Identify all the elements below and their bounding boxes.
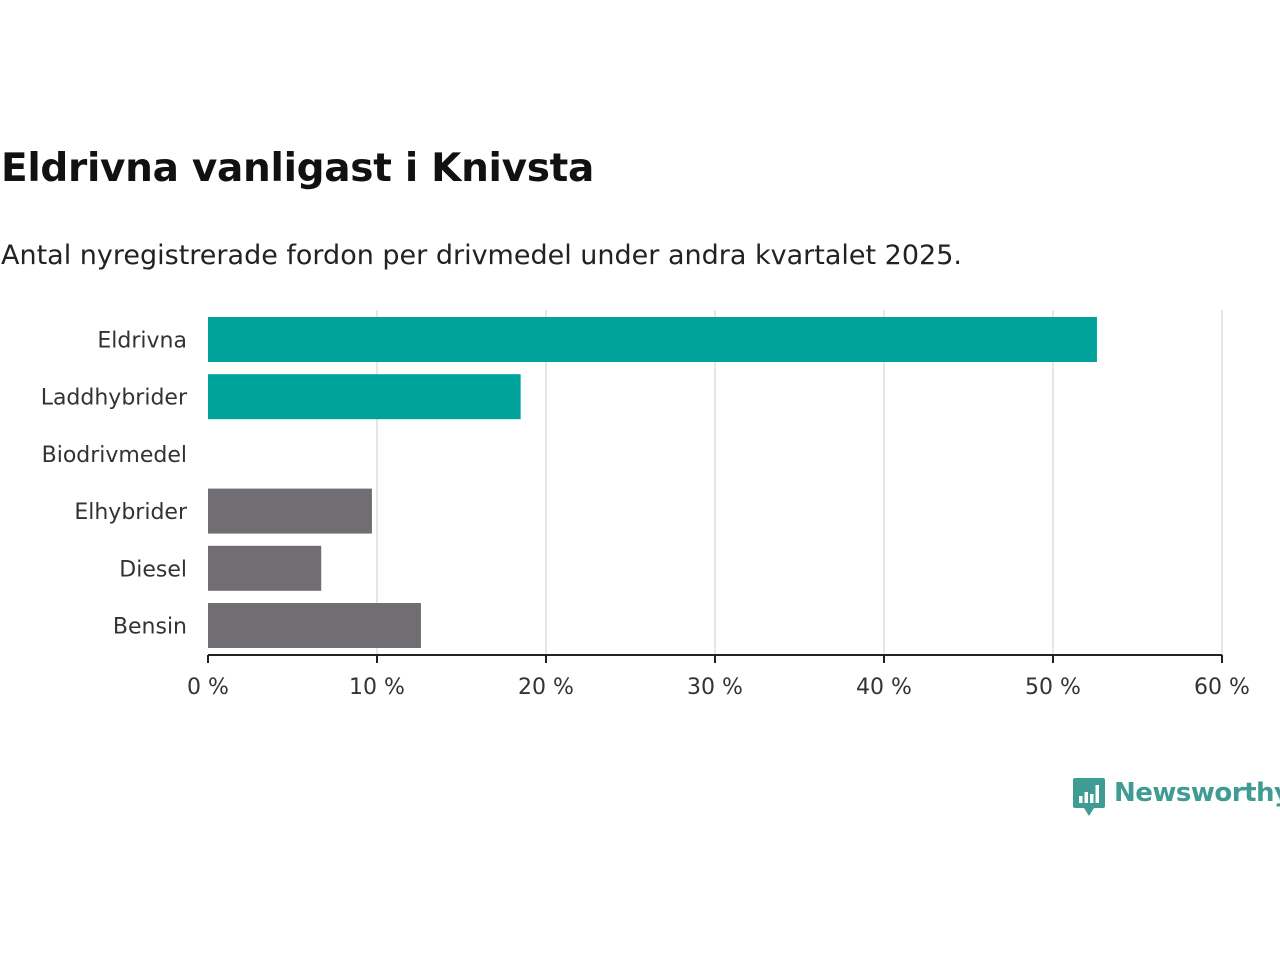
bar (208, 603, 421, 648)
bar (208, 545, 322, 591)
category-label: Laddhybrider (41, 386, 188, 411)
x-tick-label: 60 % (1194, 675, 1250, 700)
category-label: Elhybrider (74, 500, 188, 525)
grid-lines (376, 310, 1223, 655)
x-tick-label: 50 % (1025, 675, 1081, 700)
chart-title: Eldrivna vanligast i Knivsta (1, 146, 595, 191)
bar (208, 488, 372, 534)
category-label: Bensin (113, 615, 187, 640)
category-label: Eldrivna (97, 329, 187, 354)
x-axis: 0 % 10 % 20 % 30 % 40 % 50 % 60 % (187, 654, 1250, 700)
bar-chart: Eldrivna Laddhybrider Biodrivmedel Elhybrid… (41, 310, 1250, 700)
bar (208, 317, 1097, 362)
bar (208, 374, 521, 420)
category-label: Diesel (119, 557, 187, 582)
x-tick-label: 0 % (187, 675, 229, 700)
bar-chart-speech-bubble-icon (1073, 778, 1105, 816)
x-tick-label: 40 % (856, 675, 912, 700)
brand-name: Newsworthy (1114, 778, 1280, 808)
x-tick-label: 10 % (349, 675, 405, 700)
x-tick-label: 30 % (687, 675, 743, 700)
category-labels: Eldrivna Laddhybrider Biodrivmedel Elhybrid… (41, 329, 188, 640)
chart-subtitle: Antal nyregistrerade fordon per drivmede… (1, 240, 962, 271)
newsworthy-logo: Newsworthy (1072, 776, 1280, 818)
bars (208, 317, 1097, 648)
category-label: Biodrivmedel (42, 443, 187, 468)
x-tick-label: 20 % (518, 675, 574, 700)
